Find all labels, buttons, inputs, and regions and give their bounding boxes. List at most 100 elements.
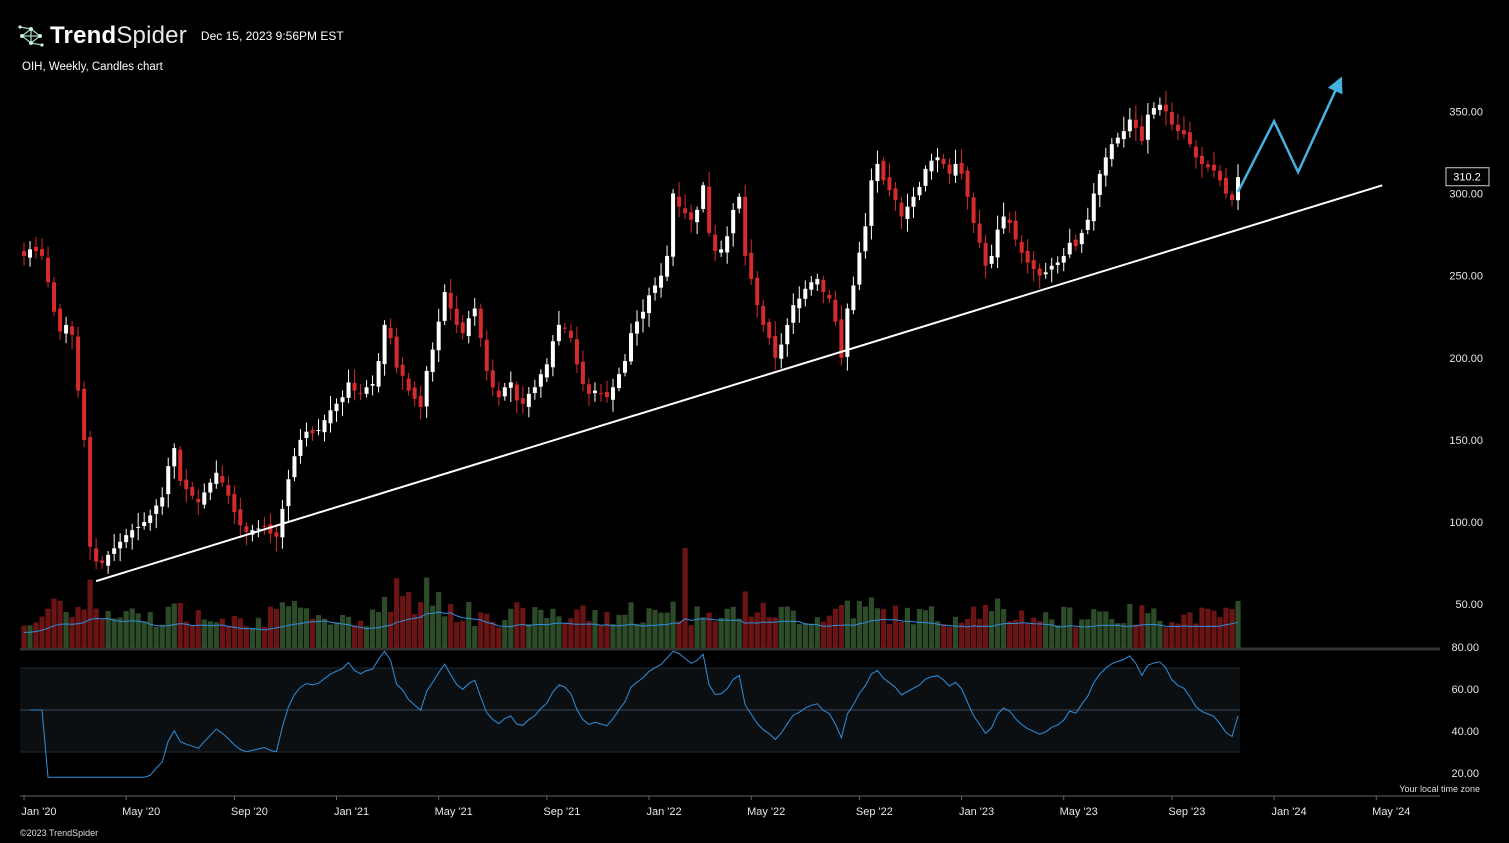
candle [869,168,874,240]
candle [442,284,447,326]
candle [388,318,393,345]
candle [52,276,57,316]
volume-bar [243,626,249,648]
time-axis: Jan '20 May '20 Sep '20 Jan '21 May '21 Sep '… [21,796,1410,818]
volume-bar [442,616,448,648]
candle [46,246,51,288]
volume-bar [460,620,466,648]
candle [1121,116,1126,148]
volume-bar [1103,611,1109,648]
support-trendline[interactable] [95,184,1383,583]
candle-body [677,196,682,207]
candle-body [755,277,760,306]
candle-body [544,364,549,378]
candle [202,483,207,509]
volume-bar [1175,623,1181,648]
candle-body [586,384,591,394]
volume-bar [736,618,742,648]
volume-bar [105,611,111,648]
candle-body [1025,250,1030,263]
candle [478,303,483,347]
rsi-axis: 80.00 60.00 40.00 20.00 [1451,642,1479,780]
volume-bar [694,606,700,648]
candle-body [1236,177,1241,201]
volume-bar [688,625,694,648]
candle-body [484,339,489,371]
volume-bar [610,623,616,648]
brand-logo-text: TrendSpider [50,22,187,49]
volume-bar [586,620,592,648]
candle-body [214,472,219,484]
candle [538,369,543,398]
candle [358,383,363,401]
volume-bar [345,616,352,648]
volume-bar [550,608,556,648]
candle [635,310,640,346]
candle [1169,102,1174,131]
volume-bar [1013,619,1019,648]
candle [1091,183,1096,231]
candle [214,460,219,489]
candle [190,481,195,500]
volume-bar [466,602,472,648]
candle-body [376,361,381,387]
candle-body [1115,137,1120,144]
candle-body [737,196,742,209]
chart-timestamp: Dec 15, 2023 9:56PM EST [200,29,344,43]
candle-body [496,390,501,398]
candle [130,523,135,550]
volume-bar [952,616,959,648]
candle [436,308,441,363]
candle-body [604,392,609,398]
candle-body [899,202,904,217]
candle [851,276,856,315]
candle [905,193,910,232]
volume-bar [225,625,231,648]
volume-bar [123,611,129,648]
candle [70,321,75,350]
candle [496,381,501,406]
candle-body [845,308,850,357]
volume-bar [868,597,875,648]
volume-bar [658,612,664,648]
candle-body [310,430,315,434]
candle [665,245,670,281]
candle-body [629,333,634,362]
candle [761,299,766,332]
volume-bar [826,615,832,648]
candle [713,224,718,262]
candle-body [695,209,700,223]
candle-body [508,382,513,388]
projection-arrow-path[interactable] [1236,79,1342,193]
candle [1115,132,1120,148]
volume-bar [135,613,141,648]
candle-body [1043,272,1048,275]
volume-bar [995,598,1001,648]
candle [196,489,201,516]
candle [298,429,303,464]
chart-subtitle: OIH, Weekly, Candles chart [22,61,163,73]
candle [352,369,357,401]
volume-bar [424,577,430,648]
candle-body [286,479,291,507]
candle-body [923,168,928,186]
candle [472,298,477,326]
candle-body [815,278,820,285]
volume-bar [928,606,935,648]
time-tick-label: Jan '22 [646,806,681,818]
candle-body [358,392,363,394]
volume-bar [820,621,826,648]
candle [178,446,183,486]
candle [394,327,399,374]
candle [1211,152,1216,179]
candle [809,276,814,296]
volume-bar [646,608,652,648]
candle-body [1019,241,1024,253]
volume-bar [1061,606,1067,648]
candle [508,371,513,403]
candle-body [262,525,267,527]
candle-body [809,282,814,290]
candle-body [328,410,333,424]
candle [887,162,892,197]
